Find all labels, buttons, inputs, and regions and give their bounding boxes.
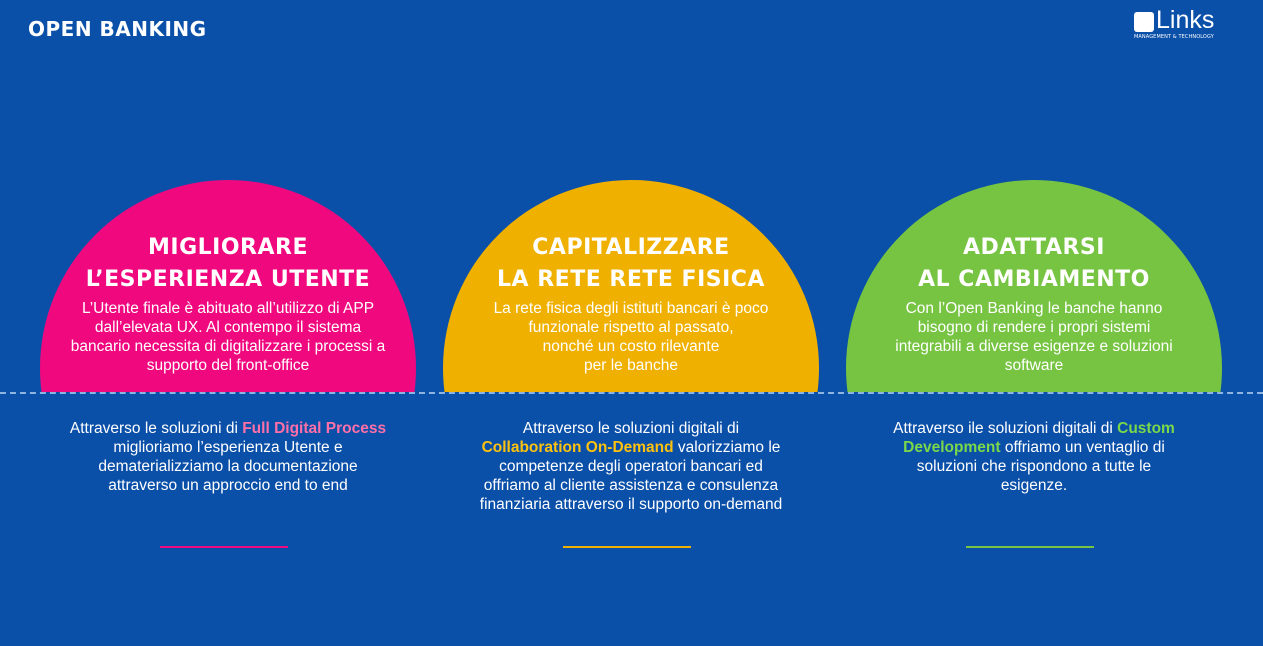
column-description: Con l’Open Banking le banche hanno bisog… <box>895 300 1173 374</box>
page-title: OPEN BANKING <box>28 17 207 41</box>
pink-dome <box>40 180 416 392</box>
column-solution-text: Attraverso le soluzioni di Full Digital … <box>30 419 426 495</box>
yellow-dome <box>443 180 819 392</box>
accent-rule <box>563 546 691 548</box>
column-heading: ADATTARSI AL CAMBIAMENTO <box>918 235 1150 292</box>
column-solution-text: Attraverso ile soluzioni digitali di Cus… <box>836 419 1232 495</box>
column-user-experience: MIGLIORARE L’ESPERIENZA UTENTE L’Utente … <box>40 0 416 646</box>
solution-text-post: offriamo un ventaglio di soluzioni che r… <box>916 439 1165 494</box>
column-heading: CAPITALIZZARE LA RETE RETE FISICA <box>497 235 765 292</box>
solution-text-pre: Attraverso ile soluzioni digitali di <box>893 420 1118 437</box>
column-adapt-change: ADATTARSI AL CAMBIAMENTO Con l’Open Bank… <box>846 0 1222 646</box>
column-description: La rete fisica degli istituti bancari è … <box>493 300 769 374</box>
solution-text-post: valorizziamo le competenze degli operato… <box>479 439 783 513</box>
accent-rule <box>966 546 1094 548</box>
accent-rule <box>160 546 288 548</box>
column-solution-text: Attraverso le soluzioni digitali di Coll… <box>433 419 829 514</box>
solution-highlight: Full Digital Process <box>242 420 387 437</box>
dashed-divider <box>0 392 1263 394</box>
green-dome <box>846 180 1222 392</box>
solution-text-post: miglioriamo l’esperienza Utente e demate… <box>98 439 358 494</box>
column-description: L’Utente finale è abituato all’utilizzo … <box>70 300 386 374</box>
logo-figure-icon <box>1134 12 1154 32</box>
links-logo: Links MANAGEMENT & TECHNOLOGY <box>1134 6 1234 42</box>
solution-text-pre: Attraverso le soluzioni di <box>69 420 243 437</box>
solution-highlight: Custom Development <box>903 420 1175 456</box>
logo-name: Links <box>1156 6 1215 34</box>
column-physical-network: CAPITALIZZARE LA RETE RETE FISICA La ret… <box>443 0 819 646</box>
solution-highlight: Collaboration On-Demand <box>481 439 674 456</box>
column-heading: MIGLIORARE L’ESPERIENZA UTENTE <box>85 235 371 292</box>
solution-text-pre: Attraverso le soluzioni digitali di <box>522 420 740 437</box>
logo-tagline: MANAGEMENT & TECHNOLOGY <box>1134 34 1214 40</box>
